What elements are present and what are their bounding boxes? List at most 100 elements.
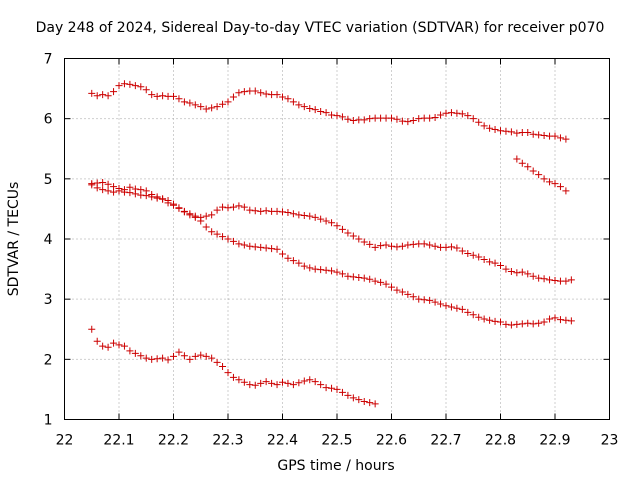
data-point [562, 135, 570, 143]
data-point [300, 103, 308, 111]
data-point [170, 200, 177, 208]
x-tick-label: 22.3 [212, 433, 243, 449]
data-point [202, 212, 210, 220]
data-point [355, 274, 363, 282]
data-point [546, 178, 554, 186]
data-point [415, 295, 423, 303]
data-point [535, 171, 543, 179]
data-point [235, 89, 243, 97]
data-point [120, 80, 128, 88]
data-point [289, 98, 297, 106]
data-point [197, 217, 205, 225]
data-point [306, 376, 314, 384]
data-point [371, 400, 379, 408]
data-point [219, 233, 227, 241]
data-point [289, 381, 297, 389]
data-point [529, 272, 537, 280]
data-point [251, 207, 259, 215]
data-point [213, 206, 221, 214]
data-point [546, 276, 554, 284]
data-point [469, 311, 477, 319]
data-point [497, 127, 504, 135]
data-point [398, 117, 406, 125]
data-point [289, 210, 297, 218]
data-point [464, 112, 472, 120]
data-point [240, 203, 248, 211]
data-point [404, 241, 412, 249]
y-tick-label: 1 [44, 413, 53, 429]
data-point [458, 305, 466, 313]
data-point [240, 378, 248, 386]
data-point [475, 118, 483, 126]
data-point [197, 103, 205, 111]
data-point [377, 242, 385, 250]
data-point [442, 243, 450, 251]
data-point [338, 225, 346, 233]
data-point [344, 272, 352, 280]
data-point [317, 107, 325, 115]
data-point [317, 381, 325, 389]
data-point [567, 317, 575, 325]
data-point [257, 89, 265, 97]
data-point [213, 230, 221, 238]
data-point [213, 103, 221, 111]
data-point [437, 111, 445, 119]
data-point [273, 381, 281, 389]
data-point [93, 92, 101, 100]
data-point [257, 243, 265, 251]
data-point [262, 378, 270, 386]
data-point [142, 192, 150, 200]
data-point [300, 262, 308, 270]
data-point [344, 391, 352, 399]
data-point [208, 211, 216, 219]
y-tick-label: 6 [44, 112, 53, 128]
data-point [491, 125, 499, 133]
data-point [535, 274, 543, 282]
data-point [279, 93, 286, 101]
data-point [540, 132, 548, 140]
data-point [202, 105, 210, 113]
data-point [311, 378, 319, 386]
data-point [567, 276, 575, 284]
data-point [246, 206, 254, 214]
data-point [360, 274, 368, 282]
series-track-short-right [513, 155, 570, 195]
data-point [240, 241, 248, 249]
data-point [491, 259, 499, 267]
series-track-middle-lower [88, 180, 575, 329]
data-point [235, 240, 243, 248]
data-point [317, 215, 325, 223]
data-point [322, 109, 330, 117]
data-point [393, 243, 401, 251]
data-point [551, 277, 559, 285]
y-tick-label: 2 [44, 352, 53, 368]
data-point [502, 127, 510, 135]
data-point [208, 228, 216, 236]
data-point [262, 207, 270, 215]
data-point [507, 321, 515, 329]
data-point [497, 318, 504, 326]
x-tick-label: 22.7 [430, 433, 461, 449]
data-point [289, 257, 297, 265]
data-point [349, 116, 357, 124]
data-point [507, 267, 515, 275]
x-tick-label: 22.1 [103, 433, 134, 449]
data-point [556, 316, 564, 324]
data-point [426, 114, 434, 122]
data-point [164, 196, 172, 204]
data-point [175, 348, 183, 356]
data-point [355, 235, 363, 243]
data-point [224, 98, 232, 106]
data-point [540, 175, 548, 183]
data-point [191, 352, 199, 360]
data-point [322, 266, 330, 274]
data-point [251, 243, 259, 251]
data-point [153, 92, 161, 100]
data-point [366, 275, 374, 283]
data-point [197, 351, 205, 359]
data-point [279, 208, 286, 216]
data-point [224, 204, 232, 212]
data-point [170, 92, 177, 100]
data-point [268, 245, 276, 253]
data-point [486, 124, 494, 132]
